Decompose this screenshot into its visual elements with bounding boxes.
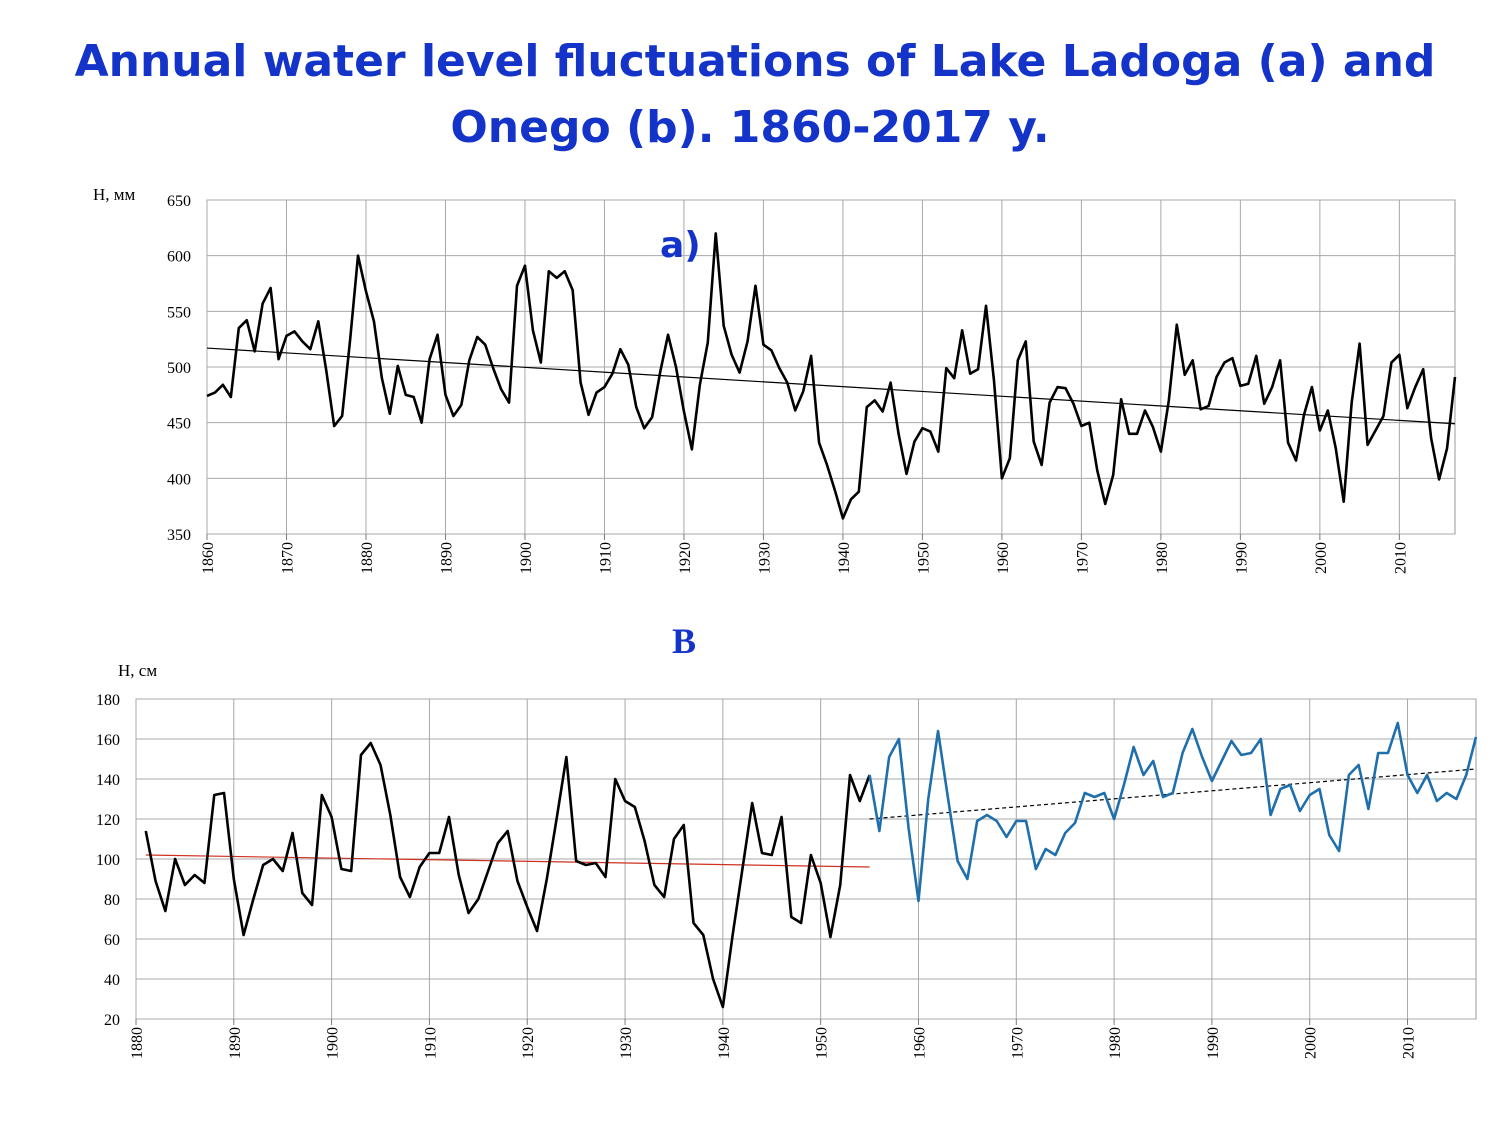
onego-xtick-label: 1950 [814, 1027, 831, 1059]
onego-xtick-label: 1880 [129, 1027, 146, 1059]
ladoga-xtick-label: 1940 [836, 542, 853, 574]
ladoga-xtick-label: 1950 [915, 542, 932, 574]
onego-xtick-label: 1920 [520, 1027, 537, 1059]
onego-ytick-label: 80 [104, 892, 120, 909]
onego-series-line-0 [144, 741, 871, 1009]
onego-xtick-label: 1960 [911, 1027, 928, 1059]
onego-series-1-points [869, 722, 1477, 902]
ladoga-ytick-label: 650 [167, 193, 191, 210]
ladoga-ytick-label: 550 [167, 304, 191, 321]
onego-xtick-label: 1990 [1205, 1027, 1222, 1059]
ladoga-chart: 350 400 450 500 550 600 650 1860 1870 1880 1890 190… [93, 185, 1457, 574]
ladoga-xtick-label: 1910 [597, 542, 614, 574]
ladoga-xtick-label: 1890 [438, 542, 455, 574]
onego-xtick-label: 1890 [227, 1027, 244, 1059]
slide-title-line-1: Annual water level fluctuations of Lake … [74, 36, 1436, 87]
ladoga-ytick-label: 500 [167, 360, 191, 377]
ladoga-xtick-label: 1990 [1233, 542, 1250, 574]
onego-xtick-label: 2010 [1401, 1027, 1418, 1059]
onego-xtick-label: 1930 [618, 1027, 635, 1059]
ladoga-xtick-label: 1860 [200, 542, 217, 574]
onego-series-0-points [145, 742, 870, 1008]
onego-xtick-label: 1940 [716, 1027, 733, 1059]
ladoga-ylabel: H, мм [93, 185, 136, 204]
ladoga-xtick-label: 1870 [279, 542, 296, 574]
ladoga-xtick-label: 1880 [359, 542, 376, 574]
onego-trend-line-0 [145, 854, 870, 868]
onego-xtick-label: 1980 [1107, 1027, 1124, 1059]
ladoga-ytick-label: 400 [167, 471, 191, 488]
onego-ytick-label: 180 [96, 692, 120, 709]
ladoga-trend-line-0 [206, 347, 1456, 425]
onego-ytick-label: 20 [104, 1012, 120, 1029]
ladoga-xtick-label: 1930 [756, 542, 773, 574]
ladoga-xtick-label: 2000 [1313, 542, 1330, 574]
onego-ytick-label: 120 [96, 812, 120, 829]
onego-xtick-label: 1910 [422, 1027, 439, 1059]
ladoga-ytick-label: 450 [167, 416, 191, 433]
ladoga-xtick-label: 2010 [1392, 542, 1409, 574]
onego-panel-label: B [672, 621, 696, 661]
ladoga-panel-label: a) [660, 225, 701, 266]
ladoga-xtick-label: 1980 [1154, 542, 1171, 574]
ladoga-ytick-label: 350 [167, 527, 191, 544]
slide-title-line-2: Onego (b). 1860-2017 y. [450, 102, 1050, 153]
onego-ytick-label: 160 [96, 732, 120, 749]
onego-chart: 20 40 60 80 100 120 140 160 180 1880 1890 1900 1910 1… [96, 621, 1478, 1059]
ladoga-xtick-label: 1970 [1074, 542, 1091, 574]
onego-ytick-label: 60 [104, 932, 120, 949]
onego-ytick-label: 40 [104, 972, 120, 989]
ladoga-xtick-label: 1960 [995, 542, 1012, 574]
onego-xtick-label: 2000 [1303, 1027, 1320, 1059]
onego-ytick-label: 100 [96, 852, 120, 869]
onego-xtick-label: 1970 [1009, 1027, 1026, 1059]
onego-ytick-label: 140 [96, 772, 120, 789]
ladoga-xtick-label: 1920 [677, 542, 694, 574]
ladoga-ytick-label: 600 [167, 249, 191, 266]
ladoga-series-0-points [206, 233, 1456, 519]
onego-xtick-label: 1900 [325, 1027, 342, 1059]
onego-ylabel: H, см [118, 661, 157, 680]
ladoga-series-line-0 [206, 232, 1457, 520]
ladoga-xtick-label: 1900 [518, 542, 535, 574]
